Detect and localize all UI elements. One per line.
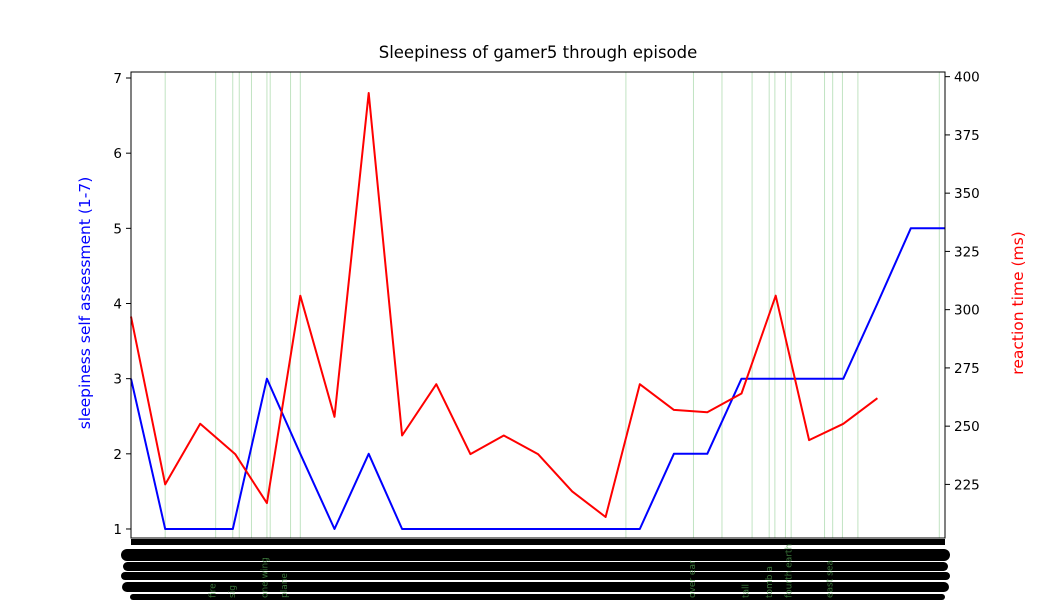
left-tick-label-6: 7	[113, 71, 122, 87]
event-label-1: sig	[228, 585, 238, 598]
event-label-6: tomb a	[765, 566, 775, 598]
right-tick-label-3: 300	[954, 303, 980, 319]
event-label-5: tall	[742, 584, 752, 598]
right-tick-label-0: 225	[954, 477, 980, 493]
xtick-label-band-3	[122, 582, 949, 592]
series-lines	[130, 92, 945, 530]
right-tick-label-2: 275	[954, 361, 980, 377]
xtick-label-band-0	[121, 549, 950, 561]
chart-title: Sleepiness of gamer5 through episode	[379, 43, 698, 62]
left-y-axis: 1 2 3 4 5 6 7	[113, 71, 131, 538]
sleepiness-series-line	[130, 227, 945, 530]
left-tick-label-5: 6	[113, 146, 122, 162]
reaction-time-series-line	[130, 92, 879, 518]
y-axis-label-left: sleepiness self assessment (1-7)	[76, 177, 94, 430]
right-tick-label-5: 350	[954, 186, 980, 202]
left-tick-label-0: 1	[113, 522, 122, 538]
left-tick-label-3: 4	[113, 296, 122, 312]
event-label-8: east sea	[825, 560, 835, 598]
event-label-2: one wing	[261, 557, 271, 598]
x-axis-tick-labels	[121, 539, 950, 600]
right-tick-label-6: 375	[954, 128, 980, 144]
xtick-label-band-1	[123, 562, 948, 571]
event-label-4: over ear	[688, 560, 698, 598]
right-tick-label-7: 400	[954, 70, 980, 86]
event-label-3: plane	[280, 573, 290, 598]
xtick-label-band-2	[121, 572, 950, 580]
xtick-label-band-4	[130, 594, 945, 600]
event-lines	[164, 72, 940, 538]
plot-frame	[130, 71, 946, 539]
y-axis-label-right: reaction time (ms)	[1009, 231, 1027, 374]
event-label-7: fourth earth	[785, 544, 795, 598]
right-tick-label-1: 250	[954, 419, 980, 435]
event-label-0: fire	[208, 583, 218, 598]
xtick-marks-band	[131, 539, 945, 545]
left-tick-label-1: 2	[113, 447, 122, 463]
left-tick-label-4: 5	[113, 221, 122, 237]
right-tick-label-4: 325	[954, 244, 980, 260]
event-labels: fire sig one wing plane over ear tall tomb a fo…	[208, 544, 835, 598]
right-y-axis: 225 250 275 300 325 350 375 400	[945, 70, 980, 493]
left-tick-label-2: 3	[113, 372, 122, 388]
